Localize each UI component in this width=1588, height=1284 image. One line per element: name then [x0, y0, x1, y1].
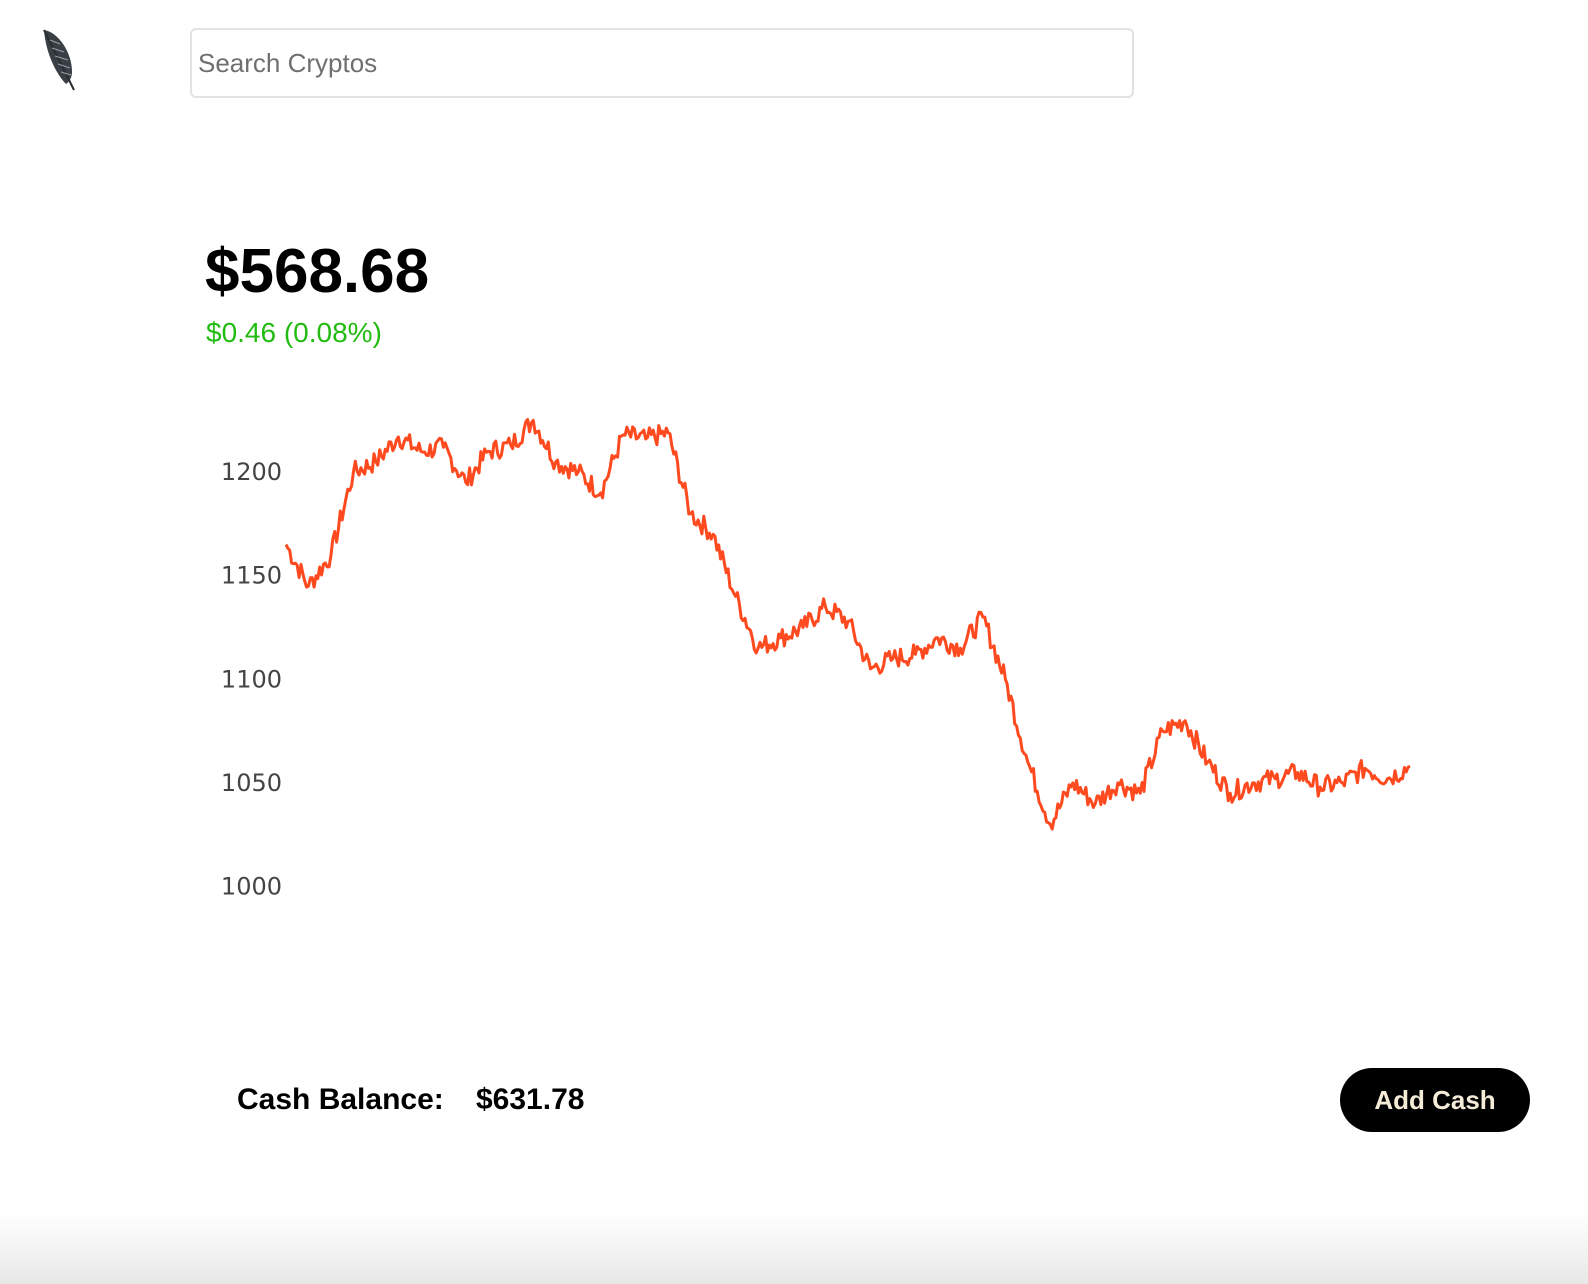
- price-line: [284, 418, 1411, 831]
- y-tick-label: 1050: [221, 769, 282, 797]
- feather-icon[interactable]: [36, 26, 82, 92]
- y-axis: 1000 1050 1100 1150 1200: [221, 458, 282, 900]
- y-tick-label: 1150: [221, 562, 282, 590]
- portfolio-value: $568.68: [205, 237, 430, 306]
- y-tick-label: 1200: [221, 458, 282, 486]
- add-cash-button[interactable]: Add Cash: [1340, 1068, 1530, 1132]
- price-chart: 1000 1050 1100 1150 1200: [221, 418, 1411, 900]
- y-tick-label: 1100: [221, 665, 282, 693]
- cash-balance-label: Cash Balance:: [237, 1083, 444, 1116]
- portfolio-change: $0.46 (0.08%): [206, 317, 382, 348]
- cash-balance-value: $631.78: [476, 1083, 585, 1116]
- search-input[interactable]: [190, 28, 1134, 98]
- y-tick-label: 1000: [221, 872, 282, 900]
- bottom-shade: [0, 1212, 1588, 1284]
